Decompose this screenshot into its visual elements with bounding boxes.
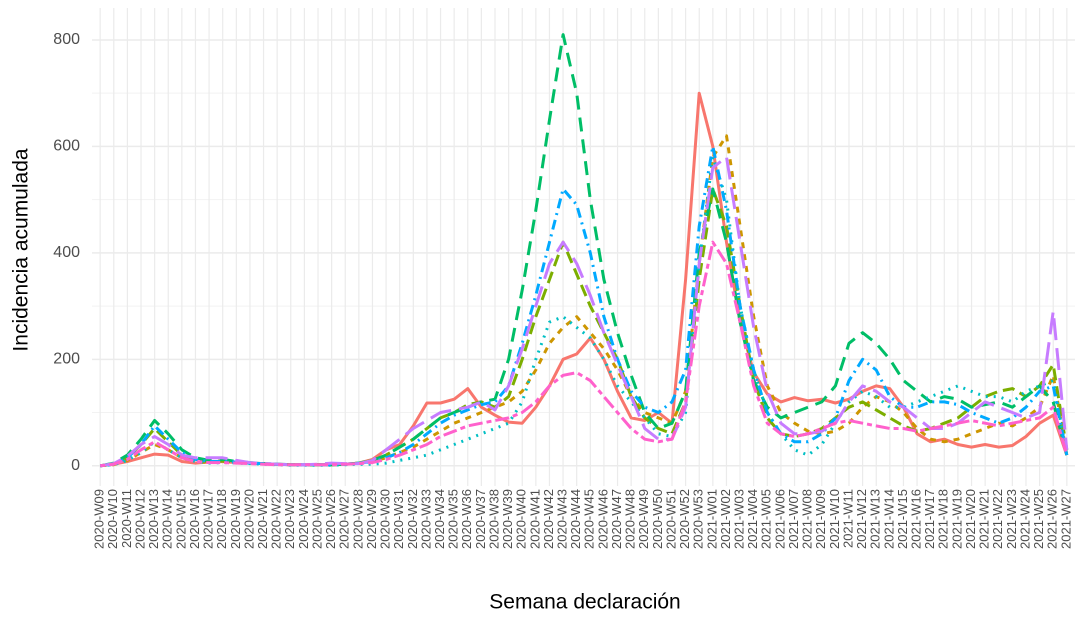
x-tick-label: 2020-W27 bbox=[337, 489, 352, 549]
x-tick-label: 2020-W36 bbox=[459, 489, 474, 549]
x-tick-label: 2021-W20 bbox=[963, 489, 978, 549]
x-tick-label: 2020-W46 bbox=[595, 489, 610, 549]
x-tick-label: 2021-W23 bbox=[1004, 489, 1019, 549]
x-tick-label: 2021-W14 bbox=[881, 489, 896, 549]
x-tick-label: 2021-W03 bbox=[732, 489, 747, 549]
x-tick-label: 2021-W04 bbox=[745, 489, 760, 549]
x-tick-label: 2020-W34 bbox=[432, 489, 447, 549]
x-tick-label: 2020-W52 bbox=[677, 489, 692, 549]
x-tick-label: 2020-W50 bbox=[650, 489, 665, 549]
x-tick-label: 2020-W09 bbox=[92, 489, 107, 549]
series-line bbox=[99, 155, 1069, 468]
x-tick-label: 2021-W19 bbox=[949, 489, 964, 549]
x-tick-label: 2020-W13 bbox=[146, 489, 161, 549]
x-tick-label: 2021-W26 bbox=[1045, 489, 1060, 549]
x-tick-label: 2021-W18 bbox=[936, 489, 951, 549]
x-tick-label: 2020-W37 bbox=[473, 489, 488, 549]
x-tick-label: 2021-W22 bbox=[990, 489, 1005, 549]
y-tick-label: 600 bbox=[53, 138, 80, 155]
series-line bbox=[99, 33, 1069, 468]
x-tick-label: 2021-W27 bbox=[1058, 489, 1073, 549]
x-tick-label: 2020-W17 bbox=[201, 489, 216, 549]
x-tick-label: 2020-W11 bbox=[119, 489, 134, 548]
x-tick-label: 2020-W45 bbox=[582, 489, 597, 549]
y-tick-label: 0 bbox=[71, 457, 80, 474]
x-tick-label: 2021-W11 bbox=[840, 489, 855, 548]
x-tick-label: 2021-W13 bbox=[868, 489, 883, 549]
x-tick-label: 2020-W19 bbox=[228, 489, 243, 549]
x-tick-label: 2020-W28 bbox=[350, 489, 365, 549]
x-tick-label: 2021-W09 bbox=[813, 489, 828, 549]
x-tick-label: 2021-W08 bbox=[800, 489, 815, 549]
x-tick-label: 2020-W51 bbox=[663, 489, 678, 549]
x-tick-label: 2021-W15 bbox=[895, 489, 910, 549]
x-tick-label: 2021-W06 bbox=[772, 489, 787, 549]
x-tick-label: 2020-W10 bbox=[105, 489, 120, 549]
x-tick-label: 2021-W17 bbox=[922, 489, 937, 549]
x-tick-label: 2020-W25 bbox=[309, 489, 324, 549]
x-tick-label: 2020-W12 bbox=[132, 489, 147, 549]
x-tick-label: 2021-W07 bbox=[786, 489, 801, 549]
x-tick-label: 2021-W25 bbox=[1031, 489, 1046, 549]
x-tick-label: 2021-W16 bbox=[909, 489, 924, 549]
x-tick-label: 2021-W01 bbox=[704, 489, 719, 549]
x-tick-label: 2020-W35 bbox=[446, 489, 461, 549]
x-tick-label: 2021-W10 bbox=[827, 489, 842, 549]
series-line bbox=[100, 134, 1069, 468]
x-tick-label: 2020-W42 bbox=[541, 489, 556, 549]
x-tick-label: 2020-W23 bbox=[282, 489, 297, 549]
x-tick-label: 2020-W53 bbox=[691, 489, 706, 549]
x-tick-label: 2020-W14 bbox=[160, 489, 175, 549]
x-axis-title: Semana declaración bbox=[489, 591, 680, 614]
x-tick-label: 2020-W20 bbox=[241, 489, 256, 549]
x-tick-label: 2021-W05 bbox=[759, 489, 774, 549]
x-tick-label: 2020-W33 bbox=[418, 489, 433, 549]
x-tick-label: 2020-W24 bbox=[296, 489, 311, 549]
x-tick-label: 2020-W18 bbox=[214, 489, 229, 549]
x-tick-label: 2020-W31 bbox=[391, 489, 406, 549]
x-tick-label: 2020-W22 bbox=[269, 489, 284, 549]
x-tick-label: 2020-W30 bbox=[378, 489, 393, 549]
x-tick-label: 2020-W29 bbox=[364, 489, 379, 549]
x-tick-label: 2020-W44 bbox=[568, 489, 583, 549]
x-tick-label: 2020-W41 bbox=[527, 489, 542, 549]
x-tick-label: 2020-W39 bbox=[500, 489, 515, 549]
series-line bbox=[100, 155, 1069, 468]
y-tick-label: 400 bbox=[53, 244, 80, 261]
y-tick-label: 800 bbox=[53, 31, 80, 48]
x-tick-label: 2020-W48 bbox=[623, 489, 638, 549]
x-tick-label: 2021-W02 bbox=[718, 489, 733, 549]
x-tick-label: 2021-W12 bbox=[854, 489, 869, 549]
y-axis-title: Incidencia acumulada bbox=[10, 148, 33, 351]
x-tick-label: 2020-W16 bbox=[187, 489, 202, 549]
series-line bbox=[100, 240, 1069, 468]
x-tick-label: 2021-W24 bbox=[1017, 489, 1032, 549]
x-tick-label: 2020-W32 bbox=[405, 489, 420, 549]
x-tick-label: 2020-W49 bbox=[636, 489, 651, 549]
x-tick-label: 2020-W38 bbox=[486, 489, 501, 549]
x-tick-label: 2020-W43 bbox=[555, 489, 570, 549]
x-tick-label: 2020-W21 bbox=[255, 489, 270, 549]
x-tick-label: 2020-W47 bbox=[609, 489, 624, 549]
y-tick-label: 200 bbox=[53, 351, 80, 368]
x-tick-label: 2021-W21 bbox=[977, 489, 992, 549]
x-tick-label: 2020-W15 bbox=[173, 489, 188, 549]
x-tick-label: 2020-W26 bbox=[323, 489, 338, 549]
x-tick-label: 2020-W40 bbox=[514, 489, 529, 549]
